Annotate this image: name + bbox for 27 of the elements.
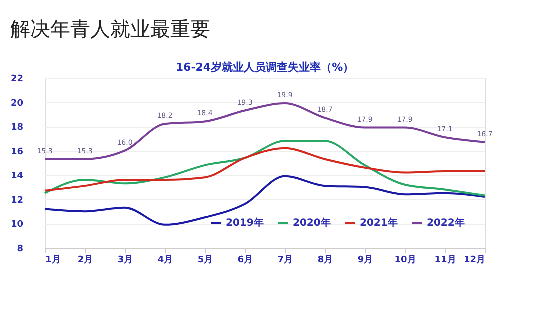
x-tick-label: 7月 [278,254,294,266]
legend-label: 2021年 [360,217,398,229]
legend-label: 2020年 [293,217,331,229]
x-tick-label: 9月 [358,254,374,266]
x-tick-label: 4月 [158,254,174,266]
line-series [44,175,486,226]
y-tick-label: 10 [10,220,24,230]
y-tick-label: 20 [10,98,24,109]
x-tick-label: 10月 [394,254,416,266]
x-tick-label: 6月 [238,254,254,266]
x-tick-label: 1月 [46,254,61,266]
x-tick-label: 3月 [118,254,134,266]
x-tick-label: 8月 [318,254,334,266]
chart-title: 解决年青人就业最重要 [10,17,210,41]
y-tick-label: 18 [10,123,24,134]
y-tick-label: 8 [17,244,24,254]
x-tick-label: 12月 [464,254,486,266]
y-tick-label: 22 [10,74,24,84]
y-tick-label: 16 [10,147,24,158]
x-tick-label: 11月 [434,254,456,266]
legend-label: 2019年 [226,217,264,229]
chart-subtitle: 16-24岁就业人员调查失业率（%） [176,61,354,74]
legend-label: 2022年 [427,217,465,229]
y-tick-label: 14 [10,172,24,182]
y-tick-label: 12 [10,196,24,206]
x-tick-label: 5月 [198,254,214,266]
x-tick-label: 2月 [78,254,94,266]
